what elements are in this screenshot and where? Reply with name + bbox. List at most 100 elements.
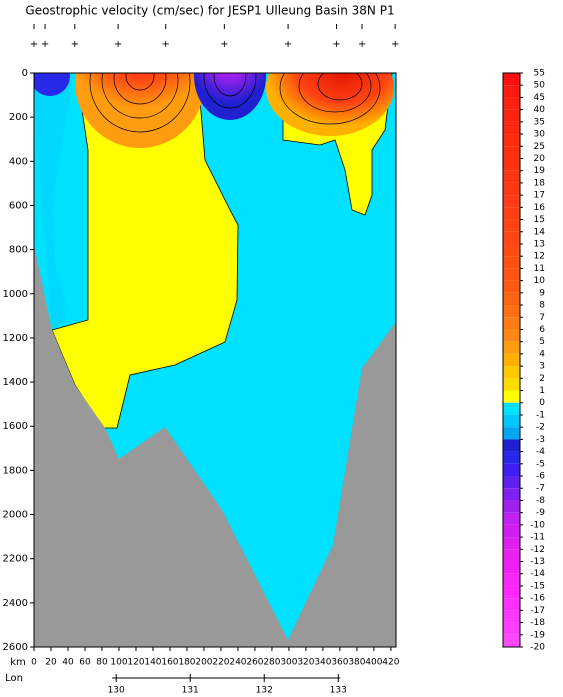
y-tick-label: 1200 <box>3 333 28 344</box>
y-tick-label: 400 <box>9 156 28 167</box>
colorbar-label: 1 <box>539 386 545 396</box>
x-tick-label: 180 <box>178 658 195 668</box>
colorbar-cell <box>503 353 520 367</box>
x-tick-label: 120 <box>127 658 144 668</box>
colorbar-label: -9 <box>536 508 545 518</box>
colorbar-cell <box>503 427 520 440</box>
y-tick-label: 600 <box>9 200 28 211</box>
plot-frame <box>33 72 397 648</box>
colorbar-label: -7 <box>536 484 545 494</box>
colorbar-cell <box>503 451 520 464</box>
colorbar-cell <box>503 305 520 318</box>
x-tick-label: 240 <box>229 658 246 668</box>
colorbar-label: -3 <box>536 435 545 445</box>
y-tick-label: 1000 <box>3 289 28 300</box>
colorbar-label: -15 <box>530 581 545 591</box>
colorbar-cell <box>503 158 520 171</box>
colorbar-cell <box>503 610 520 623</box>
y-tick-label: 1800 <box>3 465 28 476</box>
colorbar-cell <box>503 231 520 244</box>
x-tick-label: 220 <box>212 658 229 668</box>
colorbar-cell <box>503 634 520 647</box>
colorbar-label: 13 <box>534 239 545 249</box>
topography <box>34 245 396 647</box>
colorbar-cell <box>503 195 520 208</box>
colorbar-cell <box>503 134 520 147</box>
colorbar-label: 35 <box>534 117 545 127</box>
station-marker: + <box>358 39 366 50</box>
colorbar-label: 6 <box>539 325 545 335</box>
station-marker: + <box>71 39 79 50</box>
y-tick-label: 2400 <box>3 598 28 609</box>
colorbar-label: -6 <box>536 472 545 482</box>
y-tick-label: 800 <box>9 245 28 256</box>
colorbar-cell <box>503 439 520 452</box>
colorbar-label: -16 <box>530 594 545 604</box>
colorbar-cell <box>503 378 520 391</box>
station-marker: + <box>114 39 122 50</box>
station-marker: + <box>30 39 38 50</box>
colorbar-label: -12 <box>530 545 545 555</box>
x-tick-label: 200 <box>195 658 212 668</box>
colorbar-label: -13 <box>530 557 545 567</box>
y-tick-label: 2200 <box>3 554 28 565</box>
colorbar-cell <box>503 402 520 415</box>
colorbar-label: -10 <box>530 520 545 530</box>
lon-tick-label: 132 <box>256 686 273 696</box>
colorbar-cell <box>503 500 520 513</box>
field-band <box>34 73 70 330</box>
y-tick-label: 200 <box>9 112 28 123</box>
colorbar-label: -18 <box>530 618 545 628</box>
x-tick-label: 340 <box>314 658 331 668</box>
colorbar-label: 16 <box>534 203 546 213</box>
y-tick-label: 2000 <box>3 510 28 521</box>
colorbar-cell <box>503 414 520 428</box>
x-tick-label: 380 <box>348 658 365 668</box>
station-marker: + <box>332 39 340 50</box>
colorbar-cell <box>503 390 520 403</box>
colorbar-label: 3 <box>539 362 545 372</box>
colorbar-cell <box>503 109 520 122</box>
lon-tick-label: 130 <box>108 686 125 696</box>
colorbar-label: 15 <box>534 215 545 225</box>
colorbar-label: -11 <box>530 533 545 543</box>
colorbar-label: 14 <box>534 227 546 237</box>
colorbar-frame <box>502 72 521 648</box>
station-marker: + <box>391 39 399 50</box>
colorbar-cell <box>503 280 520 293</box>
colorbar-label: -5 <box>536 459 545 469</box>
colorbar-cell <box>503 207 520 220</box>
colorbar-cell <box>503 598 520 611</box>
colorbar-label: -14 <box>530 569 545 579</box>
colorbar-label: 25 <box>534 142 545 152</box>
colorbar-label: -17 <box>530 606 545 616</box>
colorbar-cell <box>503 463 520 477</box>
colorbar-cell <box>503 292 520 306</box>
colorbar-cell <box>503 219 520 232</box>
x-tick-label: 40 <box>62 658 74 668</box>
y-tick-label: 1600 <box>3 421 28 432</box>
x-tick-label: 400 <box>365 658 382 668</box>
colorbar-cell <box>503 537 520 550</box>
colorbar-label: 8 <box>539 301 545 311</box>
field <box>34 73 396 647</box>
colorbar-cell <box>503 146 520 159</box>
station-marker: + <box>41 39 49 50</box>
colorbar-cell <box>503 366 520 379</box>
colorbar-label: -19 <box>530 630 545 640</box>
station-marker: + <box>162 39 170 50</box>
colorbar-cell <box>503 585 520 599</box>
x-tick-label: 300 <box>280 658 297 668</box>
colorbar-cell <box>503 549 520 562</box>
colorbar-label: 19 <box>534 166 546 176</box>
y-tick-label: 1400 <box>3 377 28 388</box>
lon-axis-label: Lon <box>5 673 23 684</box>
x-axis-label: km <box>10 657 26 668</box>
colorbar-cell <box>503 476 520 489</box>
chart-title: Geostrophic velocity (cm/sec) for JESP1 … <box>25 4 394 18</box>
y-tick-label: 0 <box>22 68 28 79</box>
colorbar-label: 9 <box>539 288 545 298</box>
x-tick-label: 140 <box>144 658 161 668</box>
colorbar-label: 20 <box>534 154 546 164</box>
